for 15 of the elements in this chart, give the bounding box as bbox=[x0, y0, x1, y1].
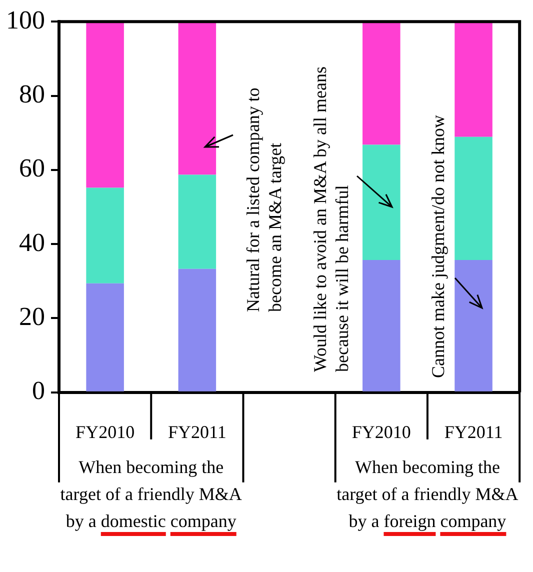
x-tick-label: FY2011 bbox=[168, 422, 226, 442]
text: Would like to avoid an M&A by all means because it will be harmful bbox=[309, 66, 353, 372]
text: Cannot make judgment/do not know bbox=[427, 114, 449, 378]
text: When becoming the target of a friendly M&A by a foreign company bbox=[336, 456, 520, 534]
text: Natural for a listed company to become an M&A target bbox=[242, 86, 286, 312]
x-tick-label: FY2011 bbox=[444, 422, 503, 442]
text: When becoming the target of a friendly M&A by a domestic company bbox=[59, 456, 243, 534]
y-tick-label: 20 bbox=[19, 302, 45, 332]
y-tick-label: 60 bbox=[19, 154, 45, 183]
y-tick-label: 80 bbox=[19, 80, 45, 109]
x-tick-label: FY2010 bbox=[76, 422, 135, 442]
y-tick-label: 0 bbox=[32, 376, 45, 406]
y-tick-label: 40 bbox=[19, 228, 45, 257]
x-tick-label: FY2010 bbox=[352, 422, 411, 442]
y-tick-label: 100 bbox=[6, 5, 45, 34]
